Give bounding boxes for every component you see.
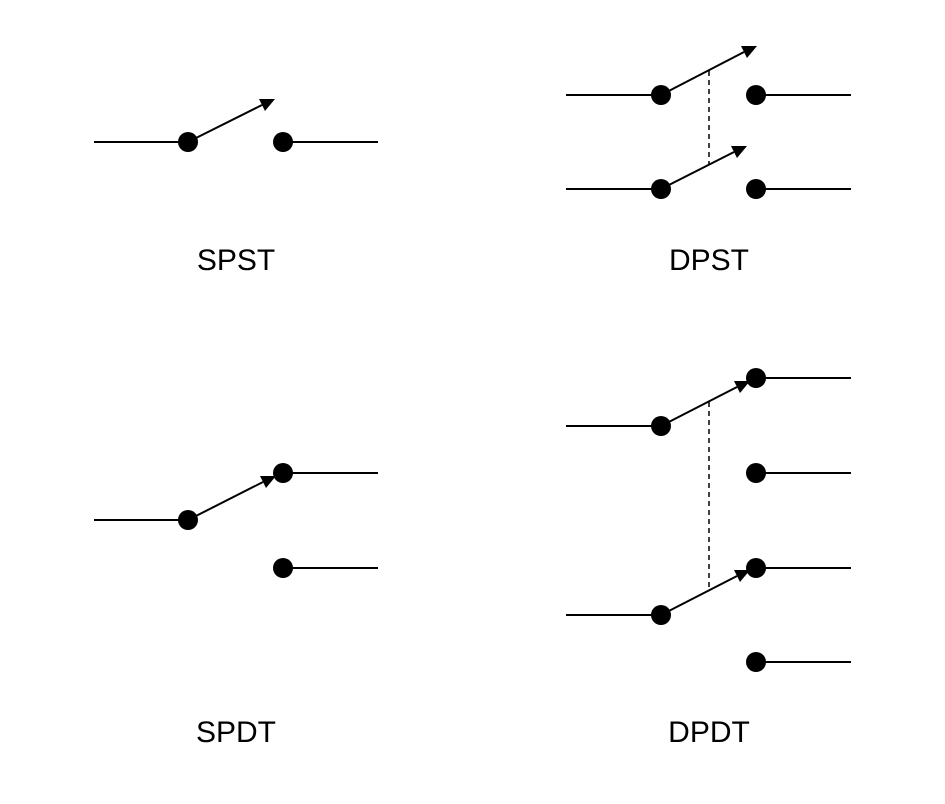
dpdt-pole2-arrowhead-icon — [734, 570, 750, 582]
spdt-label: SPDT — [196, 716, 276, 749]
dpdt-pole1-lever — [660, 386, 738, 427]
dpst-pole2-arrowhead-icon — [731, 146, 747, 158]
dpst-switch-symbol — [566, 46, 851, 199]
dpst-pole2-lever — [660, 151, 735, 190]
dpdt-switch-symbol — [566, 368, 851, 672]
spst-switch-symbol — [94, 99, 378, 152]
spdt-arrowhead-icon — [260, 476, 276, 488]
dpdt-pole2-lever — [660, 575, 738, 616]
dpst-label: DPST — [669, 244, 749, 277]
spst-label: SPST — [197, 244, 275, 277]
spdt-switch-symbol — [94, 463, 378, 578]
dpdt-pole1-arrowhead-icon — [734, 381, 750, 393]
spst-lever — [187, 104, 263, 143]
dpdt-label: DPDT — [668, 716, 750, 749]
spst-arrowhead-icon — [259, 99, 275, 111]
dpst-pole1-arrowhead-icon — [741, 46, 757, 58]
dpst-pole1-lever — [660, 51, 745, 96]
spdt-lever — [187, 481, 264, 521]
